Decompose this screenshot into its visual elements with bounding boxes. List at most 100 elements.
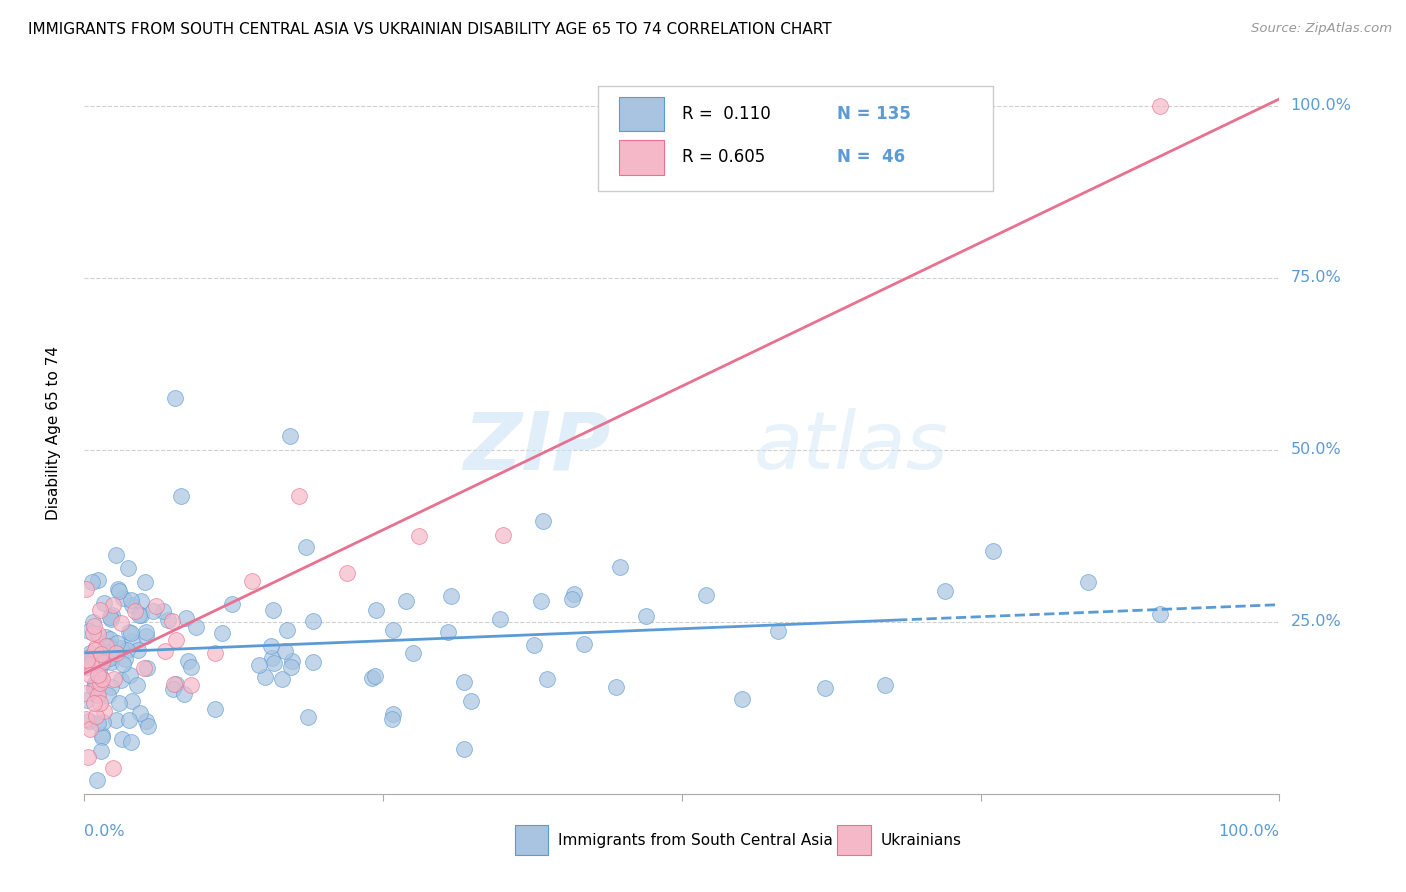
Point [766, 624, 789, 638]
Point [180, 660, 202, 674]
Point [366, 602, 388, 616]
Point [204, 646, 226, 660]
Point [82, 574, 104, 589]
Bar [619, 96, 664, 131]
Text: R = 0.605: R = 0.605 [682, 148, 765, 166]
Point [121, 598, 143, 612]
Point [523, 638, 546, 652]
Point [271, 673, 294, 687]
Point [145, 599, 167, 614]
Point [90, 655, 112, 669]
Point [87, 716, 110, 731]
Point [934, 584, 956, 599]
Point [173, 686, 195, 700]
Point [98, 651, 121, 665]
Point [128, 608, 150, 623]
Point [302, 655, 325, 669]
Point [89, 603, 111, 617]
Point [89, 696, 111, 710]
Point [121, 694, 143, 708]
Point [105, 646, 128, 660]
Point [84, 681, 107, 695]
Point [177, 654, 200, 668]
Point [536, 673, 558, 687]
Text: 100.0%: 100.0% [1291, 98, 1351, 113]
Point [127, 643, 149, 657]
Point [93, 651, 115, 665]
Point [128, 706, 150, 721]
Point [281, 654, 304, 668]
Point [104, 713, 127, 727]
Point [211, 625, 233, 640]
Point [253, 670, 276, 684]
Point [111, 657, 134, 672]
Text: 100.0%: 100.0% [1219, 824, 1279, 839]
Point [142, 603, 165, 617]
Point [153, 644, 176, 658]
Point [394, 594, 416, 608]
Point [87, 668, 110, 682]
Y-axis label: Disability Age 65 to 74: Disability Age 65 to 74 [46, 345, 62, 520]
Point [100, 680, 122, 694]
Point [93, 705, 115, 719]
Point [1077, 575, 1099, 590]
Point [408, 529, 430, 543]
Point [117, 624, 139, 639]
Point [262, 651, 284, 665]
Point [174, 611, 197, 625]
Point [76, 693, 98, 707]
Point [163, 391, 186, 405]
Point [77, 624, 100, 638]
Point [572, 637, 595, 651]
Point [100, 612, 122, 626]
Point [297, 710, 319, 724]
Point [361, 671, 384, 685]
Point [110, 673, 132, 687]
Point [135, 629, 157, 643]
Point [77, 714, 100, 728]
Point [79, 723, 101, 737]
Point [221, 597, 243, 611]
Point [82, 626, 104, 640]
Text: 25.0%: 25.0% [1291, 615, 1341, 630]
Point [100, 655, 122, 669]
Point [117, 561, 139, 575]
Point [87, 626, 110, 640]
Point [160, 614, 183, 628]
Point [93, 596, 115, 610]
Text: Immigrants from South Central Asia: Immigrants from South Central Asia [558, 832, 832, 847]
Point [186, 620, 208, 634]
Point [169, 489, 191, 503]
Point [121, 633, 143, 648]
Point [247, 658, 270, 673]
Point [91, 656, 114, 670]
Point [114, 651, 136, 665]
Point [204, 701, 226, 715]
Point [105, 636, 128, 650]
Point [152, 604, 174, 618]
Text: 0.0%: 0.0% [84, 824, 125, 839]
Point [84, 709, 107, 723]
Point [97, 639, 120, 653]
Text: ZIP: ZIP [463, 408, 610, 486]
Point [115, 642, 138, 657]
Point [381, 706, 404, 721]
Text: 75.0%: 75.0% [1291, 270, 1341, 285]
Point [605, 680, 627, 694]
Point [561, 591, 583, 606]
Point [86, 773, 108, 788]
Point [79, 668, 101, 682]
Point [77, 650, 100, 665]
Text: atlas: atlas [754, 408, 949, 486]
Point [89, 675, 111, 690]
Point [274, 644, 297, 658]
Point [90, 731, 112, 745]
Text: 50.0%: 50.0% [1291, 442, 1341, 458]
Point [83, 619, 105, 633]
Point [83, 643, 105, 657]
Point [100, 649, 122, 664]
Bar [619, 140, 664, 175]
Point [108, 583, 131, 598]
Point [90, 672, 112, 686]
Point [180, 678, 202, 692]
